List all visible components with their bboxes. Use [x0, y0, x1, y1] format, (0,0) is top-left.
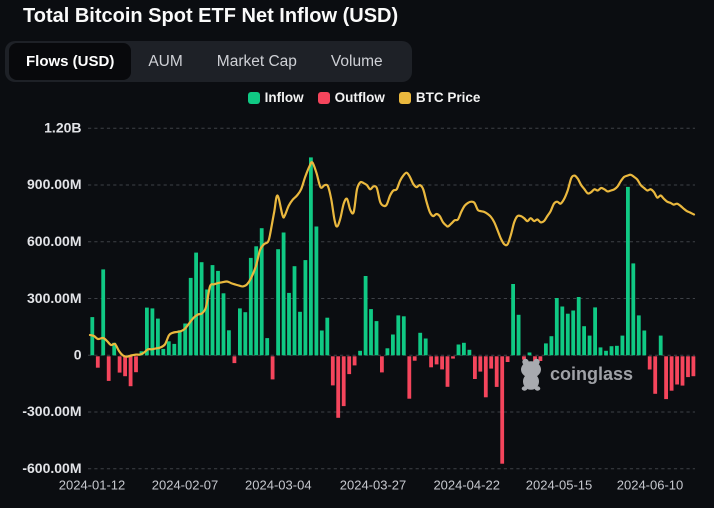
svg-text:2024-01-12: 2024-01-12 [59, 478, 126, 493]
svg-text:2024-06-10: 2024-06-10 [617, 478, 684, 493]
svg-text:2024-04-22: 2024-04-22 [433, 478, 500, 493]
svg-text:600.00M: 600.00M [27, 233, 81, 249]
svg-text:2024-02-07: 2024-02-07 [152, 478, 219, 493]
svg-text:2024-03-27: 2024-03-27 [340, 478, 407, 493]
svg-text:300.00M: 300.00M [27, 290, 81, 306]
svg-text:-600.00M: -600.00M [22, 460, 81, 476]
svg-text:900.00M: 900.00M [27, 176, 81, 192]
svg-text:2024-03-04: 2024-03-04 [245, 478, 312, 493]
svg-text:1.20B: 1.20B [44, 120, 81, 136]
svg-text:2024-05-15: 2024-05-15 [526, 478, 593, 493]
svg-text:0: 0 [74, 347, 82, 363]
svg-text:coinglass: coinglass [550, 364, 633, 384]
svg-text:-300.00M: -300.00M [22, 403, 81, 419]
